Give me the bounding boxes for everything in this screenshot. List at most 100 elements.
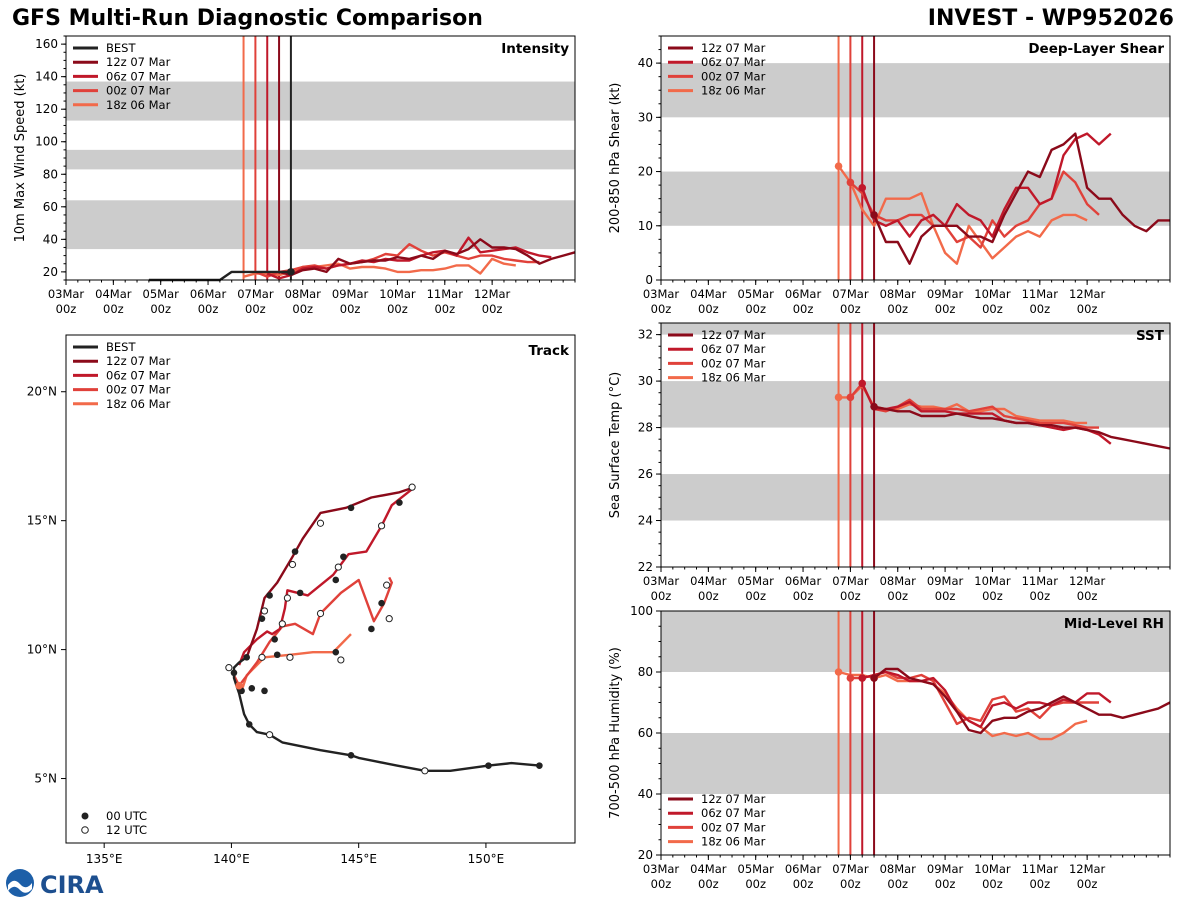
y-tick-label: 120 [35, 102, 58, 116]
y-tick-label: 60 [43, 200, 58, 214]
x-tick-sublabel: 00z [434, 302, 455, 316]
x-tick-sublabel: 00z [698, 877, 719, 891]
track-marker-00utc [271, 635, 278, 643]
x-tick-label: 11Mar [427, 287, 464, 301]
y-tick-label: 140 [35, 70, 58, 84]
panel-title: SST [1136, 328, 1165, 344]
x-tick-label: 08Mar [880, 862, 917, 876]
legend-label: BEST [106, 340, 136, 354]
init-point [846, 674, 855, 682]
legend-label: 12z 07 Mar [106, 354, 171, 368]
x-tick-label: 05Mar [738, 287, 775, 301]
y-tick-label: 100 [35, 135, 58, 149]
x-tick-sublabel: 00z [887, 589, 908, 603]
track-marker-12utc [385, 615, 393, 623]
y-axis-label: Sea Surface Temp (°C) [608, 372, 623, 519]
x-tick-sublabel: 00z [1077, 877, 1098, 891]
y-tick-label: 20 [43, 265, 58, 279]
x-tick-sublabel: 00z [745, 877, 766, 891]
y-tick-label: 32 [638, 328, 653, 342]
panel-rh: 2040608010003Mar00z04Mar00z05Mar00z06Mar… [608, 604, 1171, 891]
x-tick-label: 06Mar [785, 287, 822, 301]
threshold-band [66, 81, 575, 121]
legend-marker-label: 12 UTC [106, 823, 147, 837]
track-marker-12utc [337, 656, 345, 664]
track-marker-00utc [347, 504, 355, 512]
legend-label: 18z 06 Mar [701, 835, 766, 849]
x-tick-sublabel: 00z [198, 302, 219, 316]
series-line-12z-07-mar [872, 132, 1170, 265]
y-tick-label: 20°N [27, 385, 57, 399]
legend-label: 12z 07 Mar [701, 41, 766, 55]
wave-icon [8, 880, 32, 893]
y-tick-label: 24 [638, 514, 653, 528]
track-marker-00utc [243, 654, 250, 661]
panel-title: Track [529, 343, 570, 359]
series-line-00z-07-mar [850, 670, 1099, 726]
track-marker-12utc [316, 519, 325, 527]
series-line-00z-07-mar [254, 242, 540, 278]
legend-marker-00utc [81, 812, 89, 820]
legend-label: 00z 07 Mar [701, 69, 766, 83]
x-tick-label: 03Mar [643, 862, 680, 876]
x-tick-sublabel: 00z [793, 589, 814, 603]
y-tick-label: 5°N [34, 772, 57, 786]
y-tick-label: 40 [638, 56, 653, 70]
x-tick-label: 04Mar [95, 287, 132, 301]
threshold-band [66, 149, 575, 170]
x-tick-label: 10Mar [974, 574, 1011, 588]
track-marker-00utc [378, 599, 385, 607]
y-tick-label: 80 [43, 167, 58, 181]
x-tick-label: 10Mar [974, 287, 1011, 301]
track-marker-00utc [340, 553, 347, 561]
legend-label: 06z 07 Mar [106, 69, 171, 83]
track-marker-00utc [396, 499, 403, 506]
x-tick-label: 07Mar [832, 574, 869, 588]
x-tick-label: 05Mar [738, 862, 775, 876]
track-marker-00utc [291, 548, 299, 555]
panel-title: Deep-Layer Shear [1028, 41, 1164, 57]
panel-intensity: 2040608010012014016003Mar00z04Mar00z05Ma… [13, 35, 576, 316]
legend-label: 18z 06 Mar [701, 84, 766, 98]
x-tick-label: 07Mar [237, 287, 274, 301]
track-marker-12utc [383, 581, 391, 589]
legend-label: 06z 07 Mar [701, 806, 766, 820]
track-marker-12utc [286, 653, 294, 661]
threshold-band [661, 733, 1170, 794]
y-tick-label: 15°N [27, 514, 57, 528]
track-marker-12utc [225, 664, 233, 672]
init-point [834, 668, 843, 676]
init-point [858, 379, 867, 388]
y-tick-label: 28 [638, 421, 653, 435]
series-line-00z-07-mar [849, 170, 1100, 249]
x-tick-label: 10Mar [974, 862, 1011, 876]
track-marker-12utc [316, 609, 325, 618]
x-tick-label: 09Mar [927, 287, 964, 301]
track-marker-00utc [245, 721, 253, 728]
series-line-18z-06-mar [837, 165, 1088, 265]
x-tick-sublabel: 00z [245, 302, 266, 316]
y-tick-label: 80 [638, 665, 653, 679]
track-line-12z-07-mar [245, 485, 416, 658]
track-marker-00utc [258, 615, 266, 622]
x-tick-sublabel: 00z [56, 302, 77, 316]
x-tick-label: 12Mar [1069, 574, 1106, 588]
x-tick-sublabel: 00z [340, 302, 361, 316]
track-marker-00utc [248, 684, 256, 692]
legend-label: 18z 06 Mar [106, 98, 171, 112]
init-point [846, 393, 855, 402]
x-tick-label: 05Mar [738, 574, 775, 588]
y-tick-label: 0 [645, 273, 653, 287]
track-marker-12utc [258, 653, 266, 661]
x-tick-sublabel: 00z [935, 589, 956, 603]
x-tick-label: 03Mar [643, 287, 680, 301]
panel-track: 135°E 140°E 145°E 150°E 5°N 10°N 15°N 20°N Track… [27, 334, 576, 866]
x-tick-label: 140°E [213, 852, 250, 866]
track-marker-12utc [288, 560, 297, 569]
y-tick-label: 40 [43, 232, 58, 246]
x-tick-sublabel: 00z [840, 589, 861, 603]
x-tick-label: 12Mar [1069, 862, 1106, 876]
x-tick-label: 09Mar [927, 574, 964, 588]
y-tick-label: 20 [638, 848, 653, 862]
